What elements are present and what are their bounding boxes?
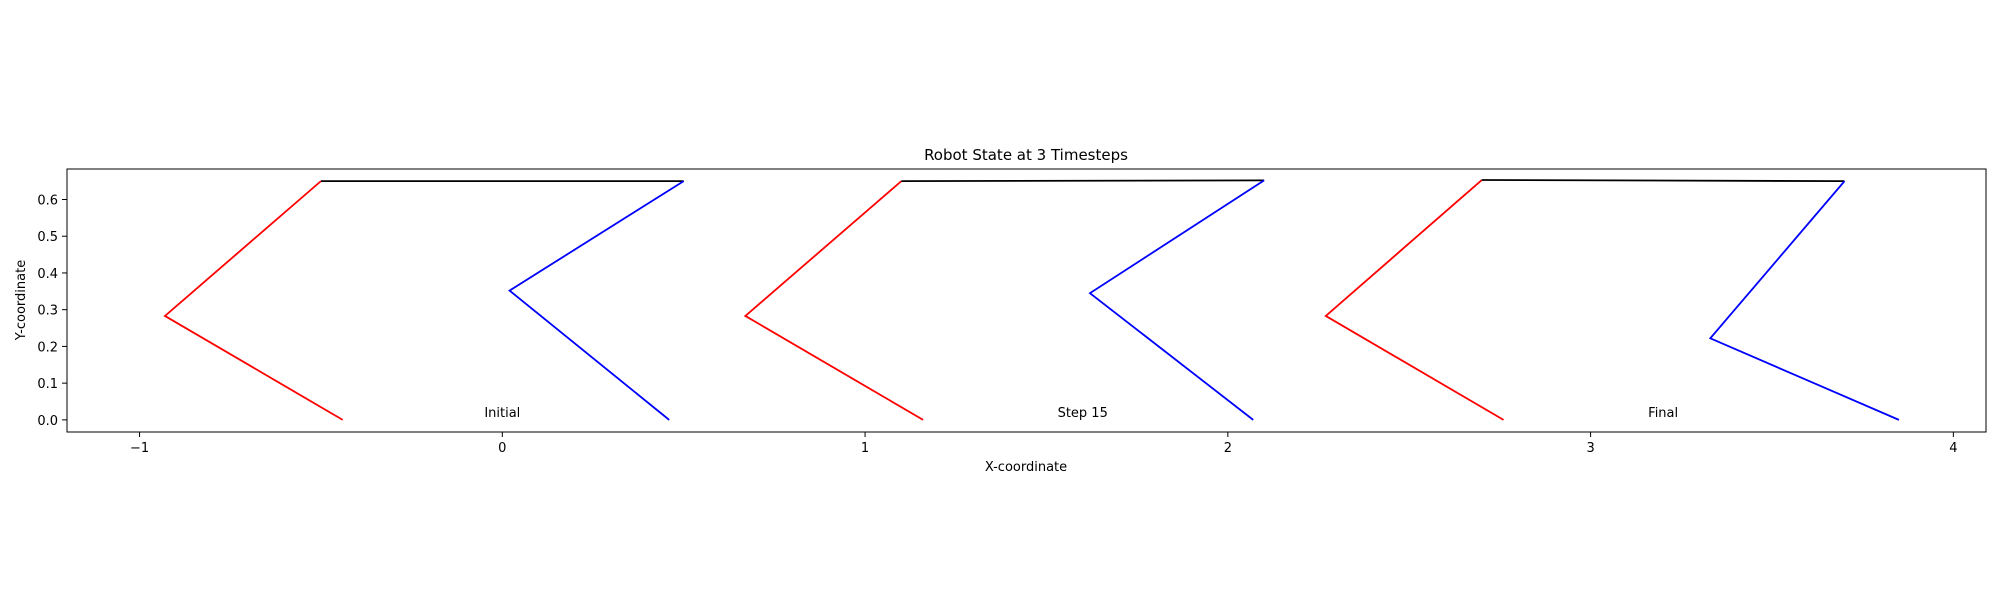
chart-title: Robot State at 3 Timesteps [924, 146, 1128, 164]
y-axis: 0.0 0.1 0.2 0.3 0.4 0.5 0.6 [37, 193, 67, 429]
series-line-8 [1708, 180, 1900, 421]
plot-frame [66, 168, 1987, 433]
y-tick-label-3: 0.3 [37, 304, 58, 319]
y-tick-label-0: 0.0 [37, 414, 58, 429]
x-tick-label-2: 1 [861, 441, 869, 456]
y-tick-label-4: 0.4 [37, 267, 58, 282]
y-tick-label-5: 0.5 [37, 230, 58, 245]
x-tick-label-0: −1 [130, 441, 149, 456]
x-tick-label-5: 4 [1949, 441, 1957, 456]
y-tick-label-2: 0.2 [37, 340, 58, 355]
series-line-6 [1324, 179, 1504, 421]
x-tick-label-3: 2 [1224, 441, 1232, 456]
series-line-5 [1088, 179, 1265, 421]
series-line-0 [163, 180, 344, 421]
x-axis-label: X-coordinate [985, 460, 1067, 475]
y-tick-label-1: 0.1 [37, 377, 58, 392]
x-tick-label-4: 3 [1586, 441, 1594, 456]
series-line-7 [1481, 179, 1845, 183]
x-tick-label-1: 0 [498, 441, 506, 456]
series-line-4 [901, 179, 1265, 183]
series-line-2 [508, 180, 685, 421]
annotation-0: Initial [484, 406, 520, 421]
annotation-1: Step 15 [1058, 406, 1108, 421]
y-axis-label: Y-coordinate [14, 260, 29, 341]
series-line-3 [743, 180, 924, 421]
y-tick-label-6: 0.6 [37, 193, 58, 208]
annotation-2: Final [1648, 406, 1678, 421]
plot-area: Initial Step 15 Final [163, 179, 1900, 421]
x-axis: −1 0 1 2 3 4 [130, 432, 1957, 456]
